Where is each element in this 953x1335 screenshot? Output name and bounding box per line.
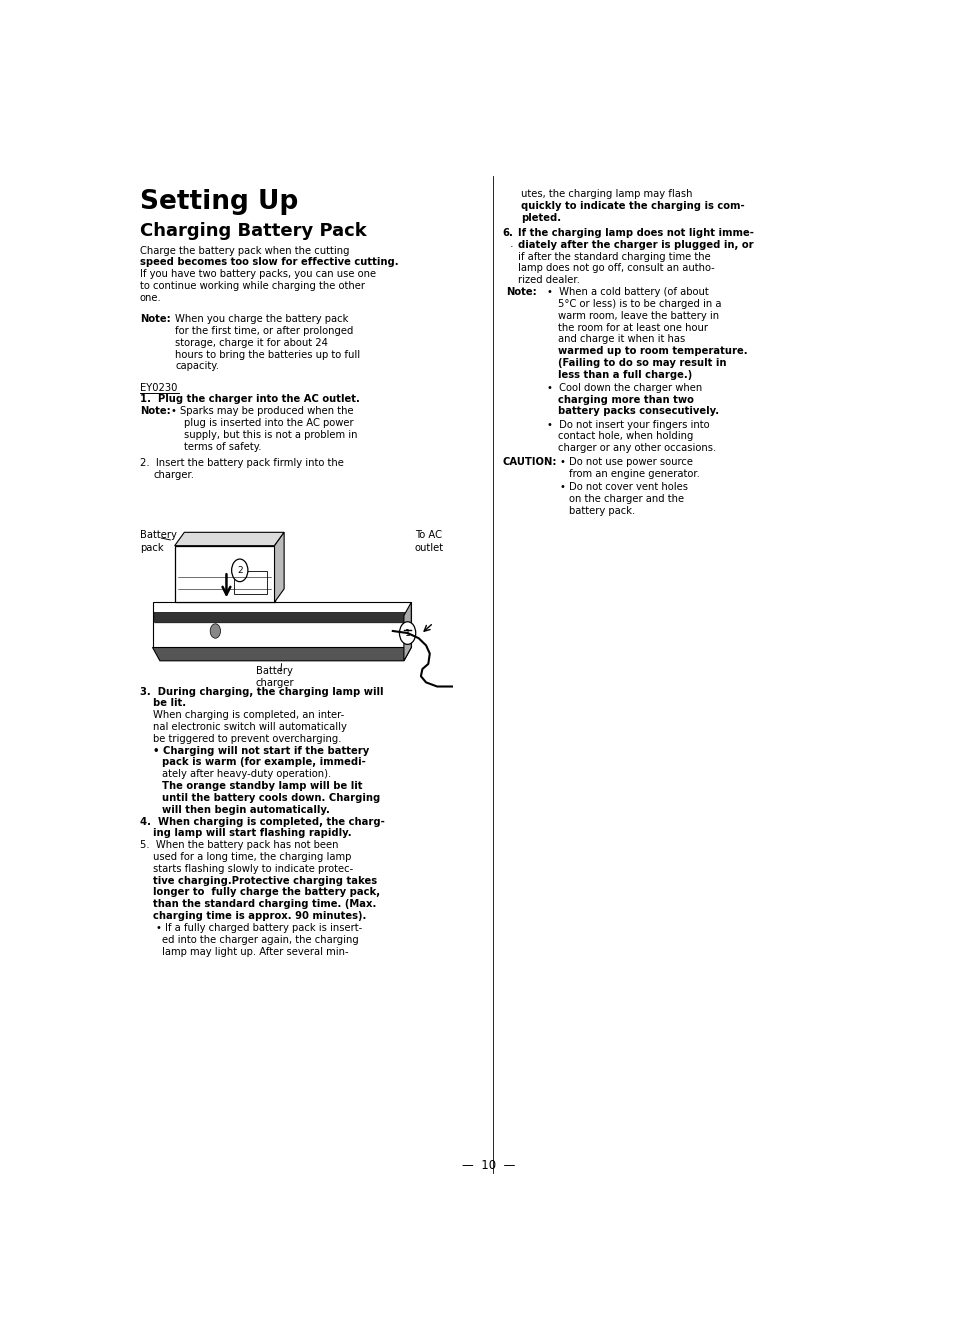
Polygon shape	[152, 647, 411, 661]
Text: longer to  fully charge the battery pack,: longer to fully charge the battery pack,	[153, 888, 380, 897]
Text: EY0230: EY0230	[140, 383, 177, 392]
Text: pack: pack	[140, 542, 163, 553]
Text: tive charging.Protective charging takes: tive charging.Protective charging takes	[153, 876, 377, 885]
Polygon shape	[274, 533, 284, 602]
Text: Battery: Battery	[255, 666, 293, 676]
Text: Note:: Note:	[140, 314, 171, 324]
Circle shape	[232, 559, 248, 582]
Text: quickly to indicate the charging is com-: quickly to indicate the charging is com-	[520, 200, 743, 211]
Text: charging time is approx. 90 minutes).: charging time is approx. 90 minutes).	[153, 910, 366, 921]
Text: rized dealer.: rized dealer.	[518, 275, 579, 286]
Text: 2: 2	[236, 566, 242, 575]
Text: CAUTION:: CAUTION:	[501, 458, 557, 467]
Text: pack is warm (for example, immedi-: pack is warm (for example, immedi-	[162, 757, 366, 768]
Text: diately after the charger is plugged in, or: diately after the charger is plugged in,…	[518, 240, 753, 250]
Text: .: .	[509, 239, 513, 248]
Text: If you have two battery packs, you can use one: If you have two battery packs, you can u…	[140, 270, 375, 279]
Text: will then begin automatically.: will then begin automatically.	[162, 805, 330, 814]
Text: starts flashing slowly to indicate protec-: starts flashing slowly to indicate prote…	[153, 864, 354, 874]
Text: pleted.: pleted.	[520, 212, 560, 223]
Text: Charge the battery pack when the cutting: Charge the battery pack when the cutting	[140, 246, 349, 255]
Text: charger: charger	[255, 678, 294, 689]
Polygon shape	[403, 602, 411, 661]
Circle shape	[399, 622, 416, 645]
Text: • Charging will not start if the battery: • Charging will not start if the battery	[153, 746, 369, 756]
Text: utes, the charging lamp may flash: utes, the charging lamp may flash	[520, 190, 692, 199]
Text: 2.  Insert the battery pack firmly into the: 2. Insert the battery pack firmly into t…	[140, 458, 343, 469]
Text: •  When a cold battery (of about: • When a cold battery (of about	[546, 287, 707, 298]
Text: than the standard charging time. (Max.: than the standard charging time. (Max.	[153, 900, 376, 909]
Text: less than a full charge.): less than a full charge.)	[558, 370, 691, 380]
Text: warmed up to room temperature.: warmed up to room temperature.	[558, 346, 746, 356]
Text: 4.  When charging is completed, the charg-: 4. When charging is completed, the charg…	[140, 817, 384, 826]
Polygon shape	[233, 571, 267, 594]
Text: •  Cool down the charger when: • Cool down the charger when	[546, 383, 701, 392]
Text: • Sparks may be produced when the: • Sparks may be produced when the	[171, 406, 354, 417]
Text: speed becomes too slow for effective cutting.: speed becomes too slow for effective cut…	[140, 258, 398, 267]
Text: •  Do not insert your fingers into: • Do not insert your fingers into	[546, 419, 708, 430]
Text: 1.  Plug the charger into the AC outlet.: 1. Plug the charger into the AC outlet.	[140, 394, 359, 405]
Text: Charging Battery Pack: Charging Battery Pack	[140, 222, 366, 240]
Text: Battery: Battery	[140, 530, 176, 541]
Polygon shape	[153, 613, 410, 622]
Text: to continue working while charging the other: to continue working while charging the o…	[140, 280, 365, 291]
Text: be triggered to prevent overcharging.: be triggered to prevent overcharging.	[153, 734, 341, 744]
Text: and charge it when it has: and charge it when it has	[558, 334, 684, 344]
Text: plug is inserted into the AC power: plug is inserted into the AC power	[184, 418, 354, 429]
Text: —  10  —: — 10 —	[462, 1159, 515, 1172]
Text: nal electronic switch will automatically: nal electronic switch will automatically	[153, 722, 347, 732]
Text: storage, charge it for about 24: storage, charge it for about 24	[175, 338, 328, 347]
Polygon shape	[152, 602, 411, 647]
Text: 5.  When the battery pack has not been: 5. When the battery pack has not been	[140, 840, 338, 850]
Text: When you charge the battery pack: When you charge the battery pack	[175, 314, 349, 324]
Text: capacity.: capacity.	[175, 362, 219, 371]
Text: ately after heavy-duty operation).: ately after heavy-duty operation).	[162, 769, 331, 780]
Text: terms of safety.: terms of safety.	[184, 442, 261, 451]
Text: charging more than two: charging more than two	[558, 395, 693, 405]
Polygon shape	[174, 533, 284, 546]
Text: lamp does not go off, consult an autho-: lamp does not go off, consult an autho-	[518, 263, 715, 274]
Text: used for a long time, the charging lamp: used for a long time, the charging lamp	[153, 852, 352, 862]
Text: • Do not use power source: • Do not use power source	[559, 458, 692, 467]
Text: outlet: outlet	[415, 542, 444, 553]
Text: battery pack.: battery pack.	[568, 506, 635, 515]
Text: warm room, leave the battery in: warm room, leave the battery in	[558, 311, 718, 320]
Text: if after the standard charging time the: if after the standard charging time the	[518, 251, 711, 262]
Text: battery packs consecutively.: battery packs consecutively.	[558, 406, 718, 417]
Text: 5°C or less) is to be charged in a: 5°C or less) is to be charged in a	[558, 299, 720, 308]
Text: one.: one.	[140, 292, 161, 303]
Text: lamp may light up. After several min-: lamp may light up. After several min-	[162, 947, 349, 957]
Polygon shape	[174, 546, 274, 602]
Text: ing lamp will start flashing rapidly.: ing lamp will start flashing rapidly.	[153, 828, 352, 838]
Text: 6.: 6.	[501, 228, 513, 238]
Text: charger or any other occasions.: charger or any other occasions.	[558, 443, 715, 453]
Text: supply, but this is not a problem in: supply, but this is not a problem in	[184, 430, 357, 441]
Text: Note:: Note:	[505, 287, 537, 298]
Text: on the charger and the: on the charger and the	[568, 494, 683, 505]
Text: (Failing to do so may result in: (Failing to do so may result in	[558, 358, 725, 368]
Text: the room for at least one hour: the room for at least one hour	[558, 323, 707, 332]
Text: • Do not cover vent holes: • Do not cover vent holes	[559, 482, 687, 493]
Text: charger.: charger.	[153, 470, 194, 481]
Circle shape	[210, 623, 220, 638]
Text: ed into the charger again, the charging: ed into the charger again, the charging	[162, 934, 358, 945]
Text: until the battery cools down. Charging: until the battery cools down. Charging	[162, 793, 380, 802]
Text: • If a fully charged battery pack is insert-: • If a fully charged battery pack is ins…	[156, 922, 362, 933]
Text: When charging is completed, an inter-: When charging is completed, an inter-	[153, 710, 344, 720]
Text: contact hole, when holding: contact hole, when holding	[558, 431, 692, 442]
Text: be lit.: be lit.	[153, 698, 186, 709]
Text: To AC: To AC	[415, 530, 441, 541]
Text: 1: 1	[404, 629, 410, 638]
Text: Setting Up: Setting Up	[140, 190, 298, 215]
Text: If the charging lamp does not light imme-: If the charging lamp does not light imme…	[518, 228, 754, 238]
Text: The orange standby lamp will be lit: The orange standby lamp will be lit	[162, 781, 362, 792]
Text: from an engine generator.: from an engine generator.	[568, 469, 699, 479]
Text: hours to bring the batteries up to full: hours to bring the batteries up to full	[175, 350, 360, 359]
Text: 3.  During charging, the charging lamp will: 3. During charging, the charging lamp wi…	[140, 686, 383, 697]
Text: Note:: Note:	[140, 406, 171, 417]
Text: for the first time, or after prolonged: for the first time, or after prolonged	[175, 326, 354, 336]
